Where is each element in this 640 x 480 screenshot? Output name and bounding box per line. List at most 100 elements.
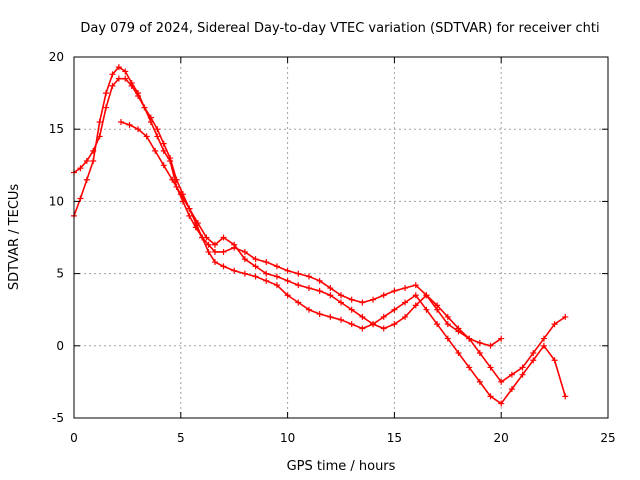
data-point bbox=[562, 313, 569, 320]
data-point bbox=[380, 325, 387, 332]
data-point bbox=[391, 287, 398, 294]
data-point bbox=[455, 350, 462, 357]
data-point bbox=[284, 277, 291, 284]
plot-frame bbox=[73, 56, 609, 419]
data-point bbox=[508, 371, 515, 378]
data-point bbox=[211, 241, 218, 248]
y-tick-label: 20 bbox=[49, 50, 64, 64]
data-point bbox=[90, 147, 97, 154]
data-point bbox=[103, 90, 110, 97]
data-point bbox=[391, 306, 398, 313]
data-point bbox=[402, 313, 409, 320]
data-point bbox=[160, 140, 167, 147]
data-point bbox=[359, 313, 366, 320]
data-point bbox=[412, 282, 419, 289]
data-point bbox=[551, 357, 558, 364]
data-point bbox=[305, 285, 312, 292]
x-axis-label: GPS time / hours bbox=[287, 459, 396, 474]
x-tick-label: 0 bbox=[70, 431, 78, 445]
data-point bbox=[252, 273, 259, 280]
x-tick-label: 5 bbox=[177, 431, 185, 445]
data-point bbox=[530, 350, 537, 357]
data-point bbox=[284, 267, 291, 274]
data-point bbox=[203, 234, 210, 241]
data-point bbox=[434, 306, 441, 313]
x-tick-label: 10 bbox=[280, 431, 295, 445]
data-point bbox=[338, 316, 344, 323]
data-point bbox=[338, 299, 344, 306]
series bbox=[71, 75, 569, 407]
data-point bbox=[160, 147, 167, 154]
data-point bbox=[220, 248, 227, 255]
series bbox=[71, 64, 569, 385]
data-point bbox=[177, 191, 184, 198]
y-tick-label: 15 bbox=[49, 122, 64, 136]
series bbox=[117, 118, 505, 349]
data-point bbox=[122, 68, 129, 75]
y-tick-label: 10 bbox=[49, 194, 64, 208]
data-point bbox=[135, 126, 142, 133]
data-point bbox=[508, 386, 515, 393]
data-point bbox=[487, 393, 494, 400]
data-point bbox=[380, 292, 387, 299]
data-point bbox=[160, 162, 167, 169]
grid bbox=[74, 57, 608, 418]
data-point bbox=[412, 302, 419, 309]
data-point bbox=[152, 147, 159, 154]
data-point bbox=[327, 285, 334, 292]
data-point bbox=[498, 378, 505, 385]
data-point bbox=[338, 292, 344, 299]
data-point bbox=[466, 364, 473, 371]
plot-area bbox=[71, 64, 569, 407]
data-point bbox=[115, 75, 122, 82]
data-point bbox=[540, 335, 547, 342]
data-point bbox=[444, 335, 451, 342]
data-point bbox=[128, 82, 135, 89]
data-point bbox=[141, 104, 148, 111]
data-point bbox=[241, 248, 248, 255]
series-line bbox=[73, 66, 566, 383]
data-point bbox=[498, 400, 505, 407]
data-point bbox=[273, 282, 280, 289]
data-point bbox=[143, 133, 150, 140]
data-point bbox=[487, 342, 494, 349]
data-point bbox=[205, 241, 212, 248]
data-point bbox=[316, 287, 323, 294]
data-point bbox=[519, 371, 526, 378]
data-point bbox=[487, 364, 494, 371]
data-point bbox=[551, 321, 558, 328]
data-point bbox=[284, 292, 291, 299]
data-point bbox=[96, 133, 103, 140]
data-point bbox=[241, 256, 248, 263]
data-point bbox=[476, 350, 483, 357]
data-point bbox=[305, 306, 312, 313]
data-point bbox=[231, 267, 238, 274]
data-point bbox=[370, 321, 377, 328]
data-point bbox=[115, 64, 122, 71]
data-point bbox=[194, 220, 201, 227]
data-point bbox=[154, 126, 161, 133]
data-point bbox=[391, 321, 398, 328]
data-point bbox=[122, 75, 129, 82]
data-point bbox=[295, 299, 302, 306]
data-point bbox=[530, 357, 537, 364]
data-point bbox=[109, 71, 116, 78]
series-line bbox=[73, 77, 567, 405]
data-point bbox=[444, 321, 451, 328]
data-point bbox=[327, 313, 334, 320]
data-point bbox=[327, 292, 334, 299]
data-point bbox=[103, 104, 110, 111]
data-point bbox=[90, 157, 97, 164]
data-point bbox=[263, 259, 270, 266]
data-point bbox=[83, 176, 90, 183]
y-tick-label: -5 bbox=[52, 411, 64, 425]
data-point bbox=[96, 118, 103, 125]
data-point bbox=[444, 313, 451, 320]
data-point bbox=[205, 248, 212, 255]
data-point bbox=[77, 195, 84, 202]
data-point bbox=[412, 292, 419, 299]
y-tick-label: 5 bbox=[56, 267, 64, 281]
data-point bbox=[263, 270, 270, 277]
data-point bbox=[562, 393, 569, 400]
